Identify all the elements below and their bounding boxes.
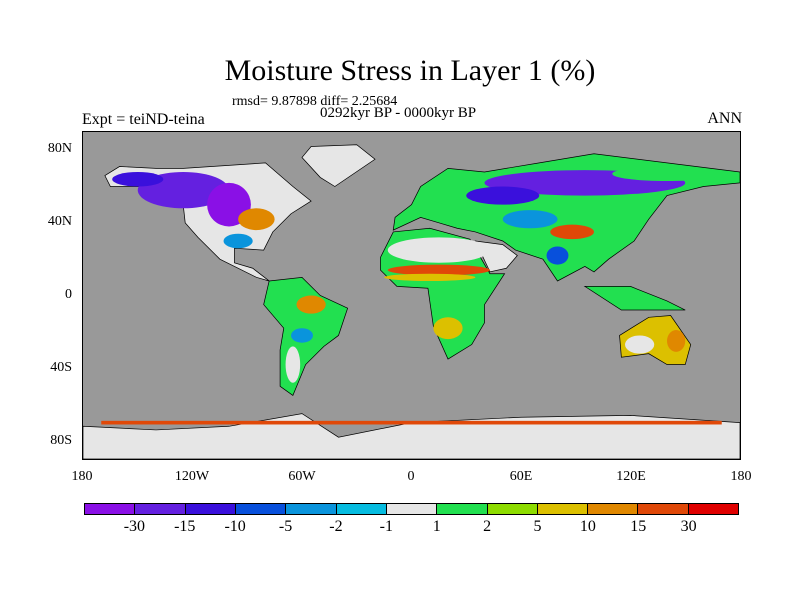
lat-tick-label: 0	[65, 287, 72, 302]
colorbar-box	[85, 504, 136, 514]
map-panel	[82, 131, 741, 460]
colorbar	[84, 503, 739, 515]
colorbar-box	[185, 504, 236, 514]
lat-tick-label: 40S	[50, 360, 72, 375]
colorbar-label: 30	[680, 518, 697, 535]
colorbar-label: -30	[123, 518, 146, 535]
colorbar-label: -15	[174, 518, 196, 535]
lon-tick-label: 120E	[616, 469, 646, 484]
colorbar-box	[688, 504, 739, 514]
maritime-asia	[583, 286, 686, 311]
lon-tick-label: 120W	[174, 469, 210, 484]
colorbar-box	[487, 504, 538, 514]
colorbar-label: 2	[483, 518, 492, 535]
map-plot	[82, 132, 741, 460]
colorbar-box	[286, 504, 337, 514]
stats-subtitle: rmsd= 9.87898 diff= 2.25684	[232, 94, 398, 109]
colorbar-label: 5	[533, 518, 542, 535]
lon-tick-label: 60W	[288, 469, 316, 484]
colorbar-label: 15	[630, 518, 647, 535]
anomaly-blobs	[112, 166, 722, 383]
lon-tick-label: 60E	[509, 469, 533, 484]
lon-tick-label: 0	[407, 469, 415, 484]
antarctic-coast-anomaly	[101, 420, 722, 425]
colorbar-box	[135, 504, 186, 514]
lon-tick-label: 180	[71, 469, 93, 484]
lat-tick-label: 40N	[47, 214, 72, 229]
colorbar-label: 1	[432, 518, 441, 535]
lat-tick-label: 80S	[50, 433, 72, 448]
experiment-label: Expt = teiND-teina	[82, 111, 205, 128]
north-america	[104, 162, 312, 282]
lat-tick-label: 80N	[47, 141, 72, 156]
colorbar-label: -5	[278, 518, 293, 535]
lon-tick-label: 180	[730, 469, 752, 484]
period-subtitle: 0292kyr BP - 0000kyr BP	[320, 105, 477, 121]
colorbar-box	[437, 504, 488, 514]
colorbar-box	[638, 504, 689, 514]
plot-title: Moisture Stress in Layer 1 (%)	[224, 54, 596, 87]
season-label: ANN	[707, 110, 742, 127]
colorbar-box	[537, 504, 589, 514]
colorbar-box	[386, 504, 438, 514]
colorbar-label: -2	[329, 518, 343, 535]
colorbar-label: -10	[224, 518, 246, 535]
africa	[380, 227, 506, 360]
colorbar-box	[588, 504, 639, 514]
greenland	[301, 144, 376, 187]
colorbar-label: -1	[379, 518, 393, 535]
colorbar-box	[235, 504, 287, 514]
colorbar-box	[336, 504, 387, 514]
land-layer	[82, 144, 741, 460]
colorbar-label: 10	[579, 518, 596, 535]
